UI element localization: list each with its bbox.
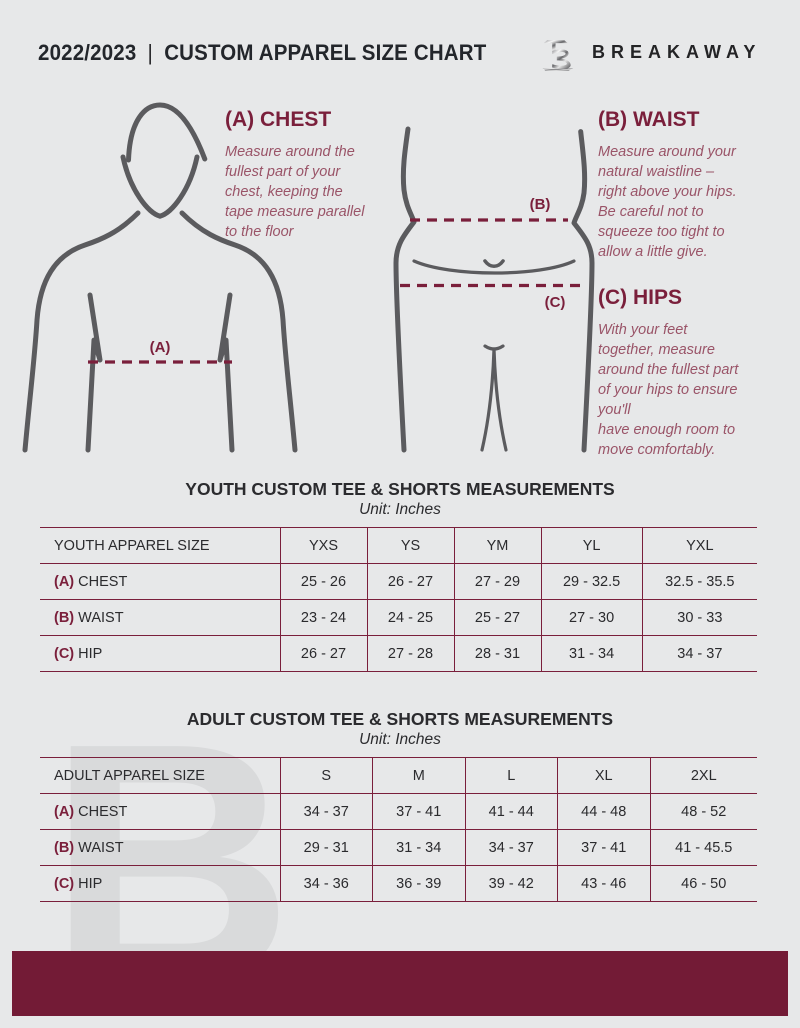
svg-text:(C): (C) <box>545 294 566 311</box>
svg-text:(B): (B) <box>530 196 551 213</box>
svg-text:(A): (A) <box>150 339 171 356</box>
